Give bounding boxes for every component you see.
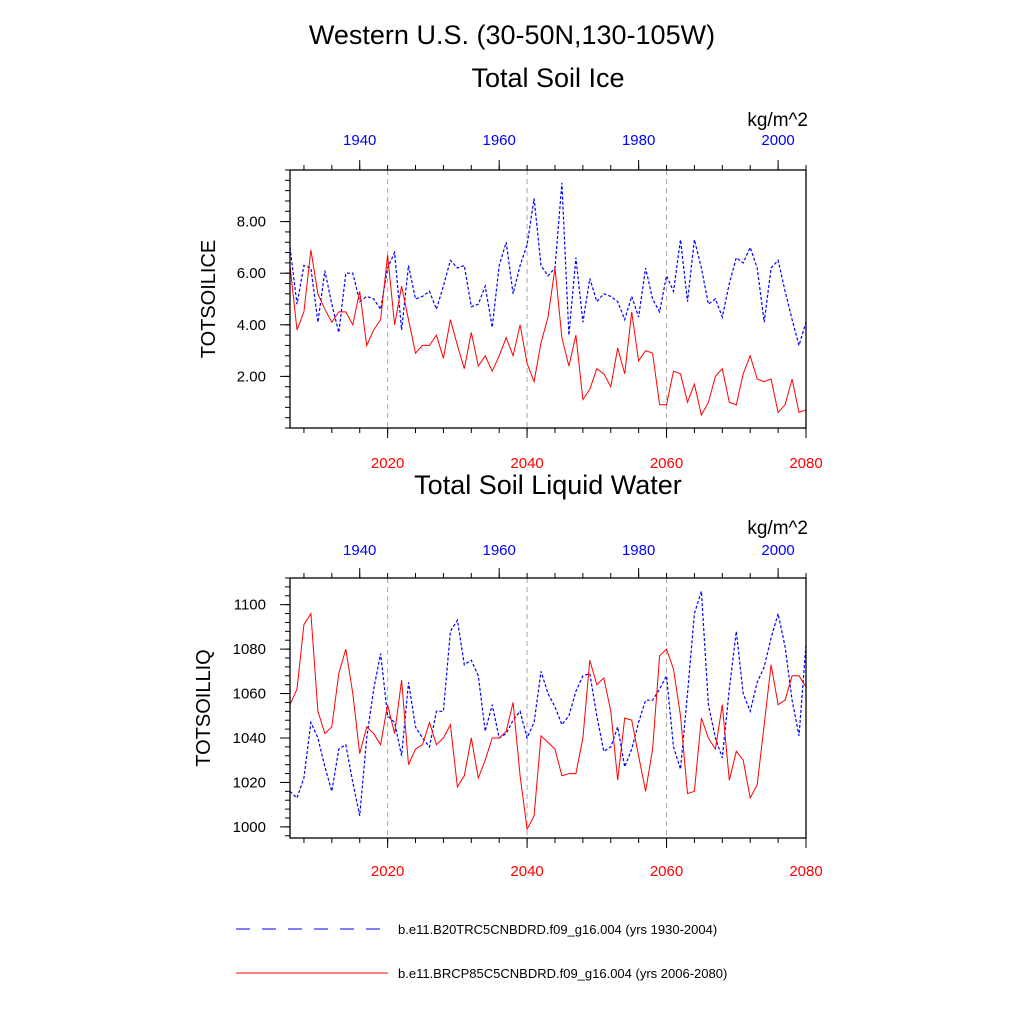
x-tick-label: 2020 — [371, 863, 404, 880]
y-tick-label: 2.00 — [237, 368, 266, 385]
y-tick-label: 1000 — [233, 819, 266, 836]
y-tick-label: 6.00 — [237, 265, 266, 282]
panel-total-soil-liquid-water: Total Soil Liquid Water kg/m^2 TOTSOILLIQ 2… — [193, 470, 823, 880]
x-tick-label: 2020 — [371, 455, 404, 472]
y-tick-label: 1060 — [233, 686, 266, 703]
y-tick-label: 8.00 — [237, 214, 266, 231]
y-tick-label: 1080 — [233, 641, 266, 658]
x-tick-label: 2040 — [510, 863, 543, 880]
panel-total-soil-ice: Total Soil Ice kg/m^2 TOTSOILICE 2020 2040 20… — [198, 63, 823, 472]
series-line-historical — [290, 591, 806, 816]
units-label: kg/m^2 — [747, 110, 808, 131]
units-label: kg/m^2 — [747, 518, 808, 539]
legend-label: b.e11.BRCP85C5CNBDRD.f09_g16.004 (yrs 20… — [398, 966, 727, 981]
series-line-historical — [290, 182, 806, 348]
plot-frame — [289, 169, 807, 429]
x-top-tick-label: 1940 — [343, 542, 376, 559]
x-tick-label: 2060 — [650, 455, 683, 472]
x-top-tick-label: 1980 — [622, 542, 655, 559]
x-top-tick-label: 2000 — [761, 132, 794, 149]
x-tick-label: 2080 — [789, 455, 822, 472]
series-line-rcp85 — [290, 249, 806, 417]
x-top-tick-label: 2000 — [761, 542, 794, 559]
legend-label: b.e11.B20TRC5CNBDRD.f09_g16.004 (yrs 193… — [398, 922, 717, 937]
x-tick-label: 2060 — [650, 863, 683, 880]
chart-legend: b.e11.B20TRC5CNBDRD.f09_g16.004 (yrs 193… — [236, 922, 727, 981]
x-top-tick-label: 1980 — [622, 132, 655, 149]
y-tick-label: 1100 — [234, 597, 266, 614]
y-tick-label: 1040 — [233, 730, 266, 747]
x-top-tick-label: 1940 — [343, 132, 376, 149]
x-tick-label: 2040 — [510, 455, 543, 472]
series-line-rcp85 — [290, 612, 806, 831]
x-top-tick-label: 1960 — [483, 132, 516, 149]
plot-frame — [289, 577, 807, 839]
panel-title: Total Soil Liquid Water — [414, 470, 682, 500]
y-axis-label: TOTSOILLIQ — [193, 649, 215, 766]
y-axis-label: TOTSOILICE — [198, 240, 220, 359]
x-top-tick-label: 1960 — [483, 542, 516, 559]
y-tick-label: 1020 — [233, 774, 266, 791]
figure-main-title: Western U.S. (30-50N,130-105W) — [309, 20, 715, 50]
panel-title: Total Soil Ice — [471, 63, 624, 93]
x-tick-label: 2080 — [789, 863, 822, 880]
y-tick-label: 4.00 — [237, 317, 266, 334]
